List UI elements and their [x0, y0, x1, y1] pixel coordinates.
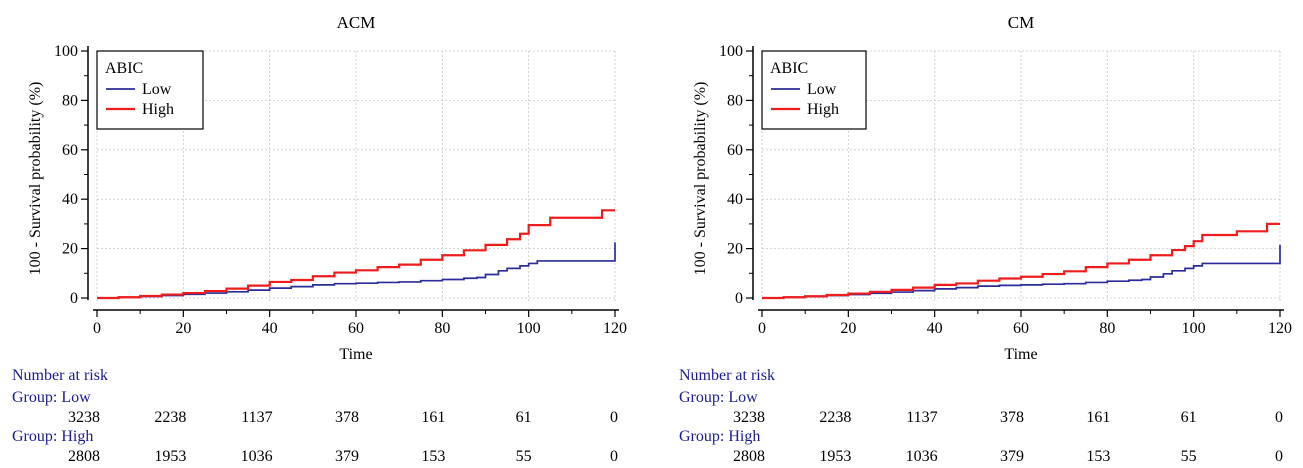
legend-label-low: Low — [807, 81, 837, 98]
legend-title: ABIC — [770, 60, 808, 77]
risk-group-label: Group: Low — [679, 389, 758, 406]
chart-title: ACM — [337, 13, 376, 32]
legend: ABIC Low High — [96, 50, 204, 130]
legend-box — [96, 50, 204, 130]
series-line-high — [97, 209, 615, 300]
risk-count: 2238 — [819, 409, 851, 426]
risk-count: 3238 — [733, 409, 765, 426]
y-axis-label: 100 - Survival probability (%) — [27, 82, 44, 276]
y-tick-label: 40 — [62, 191, 78, 208]
y-axis-label: 100 - Survival probability (%) — [692, 82, 709, 276]
risk-count: 61 — [1181, 409, 1197, 426]
risk-table-header: Number at risk — [679, 367, 775, 384]
risk-count: 3238 — [68, 409, 100, 426]
risk-count: 379 — [335, 448, 359, 465]
legend-label-low: Low — [142, 81, 172, 98]
x-tick-label: 100 — [1182, 320, 1206, 337]
risk-count: 0 — [1275, 448, 1283, 465]
risk-count: 0 — [610, 448, 618, 465]
risk-count: 55 — [1181, 448, 1197, 465]
y-tick-label: 100 — [719, 43, 743, 60]
risk-count: 379 — [1000, 448, 1024, 465]
legend-label-high: High — [807, 101, 839, 118]
x-tick-label: 80 — [1099, 320, 1115, 337]
risk-count: 1137 — [906, 409, 937, 426]
x-tick-label: 40 — [927, 320, 943, 337]
risk-count: 61 — [516, 409, 532, 426]
risk-count: 0 — [610, 409, 618, 426]
risk-count: 1953 — [819, 448, 851, 465]
series-line-low — [97, 242, 616, 299]
x-tick-label: 40 — [262, 320, 278, 337]
y-tick-label: 100 — [54, 43, 78, 60]
x-tick-label: 20 — [175, 320, 191, 337]
y-tick-label: 0 — [70, 290, 78, 307]
risk-count: 1137 — [241, 409, 272, 426]
risk-count: 153 — [1086, 448, 1110, 465]
x-tick-label: 0 — [758, 320, 766, 337]
risk-count: 161 — [421, 409, 445, 426]
legend: ABIC Low High — [761, 50, 867, 130]
x-axis-label: Time — [1004, 346, 1037, 363]
risk-count: 2808 — [68, 448, 100, 465]
x-tick-label: 100 — [517, 320, 541, 337]
series-line-high — [762, 222, 1280, 300]
x-tick-label: 0 — [93, 320, 101, 337]
x-tick-label: 20 — [840, 320, 856, 337]
risk-table-header: Number at risk — [12, 367, 108, 384]
legend-label-high: High — [142, 101, 174, 118]
risk-count: 153 — [421, 448, 445, 465]
risk-count: 378 — [1000, 409, 1024, 426]
x-tick-label: 120 — [1268, 320, 1292, 337]
chart-title: CM — [1008, 13, 1034, 32]
legend-title: ABIC — [105, 60, 143, 77]
risk-group-label: Group: High — [679, 428, 760, 445]
risk-count: 55 — [516, 448, 532, 465]
risk-count: 1953 — [154, 448, 186, 465]
risk-count: 1036 — [241, 448, 273, 465]
y-tick-label: 40 — [727, 191, 743, 208]
acm-panel: ACM 0 20 40 60 80 100 0 20 40 60 80 100 120 Time 100 - … — [12, 13, 627, 465]
x-tick-label: 120 — [603, 320, 627, 337]
x-axis-label: Time — [339, 346, 372, 363]
x-tick-label: 60 — [348, 320, 364, 337]
risk-count: 0 — [1275, 409, 1283, 426]
risk-group-label: Group: Low — [12, 389, 91, 406]
risk-count: 1036 — [906, 448, 938, 465]
x-tick-label: 60 — [1013, 320, 1029, 337]
y-tick-label: 20 — [62, 241, 78, 258]
y-tick-label: 0 — [735, 290, 743, 307]
legend-box — [761, 50, 867, 130]
risk-count: 2808 — [733, 448, 765, 465]
y-tick-label: 20 — [727, 241, 743, 258]
risk-count: 2238 — [154, 409, 186, 426]
risk-count: 161 — [1086, 409, 1110, 426]
risk-group-label: Group: High — [12, 428, 93, 445]
y-tick-label: 60 — [727, 142, 743, 159]
y-tick-label: 80 — [727, 92, 743, 109]
cm-panel: CM 0 20 40 60 80 100 0 20 40 60 80 100 120 Time 100 - S… — [679, 13, 1292, 465]
x-tick-label: 80 — [434, 320, 450, 337]
y-tick-label: 80 — [62, 92, 78, 109]
risk-count: 378 — [335, 409, 359, 426]
y-tick-label: 60 — [62, 142, 78, 159]
